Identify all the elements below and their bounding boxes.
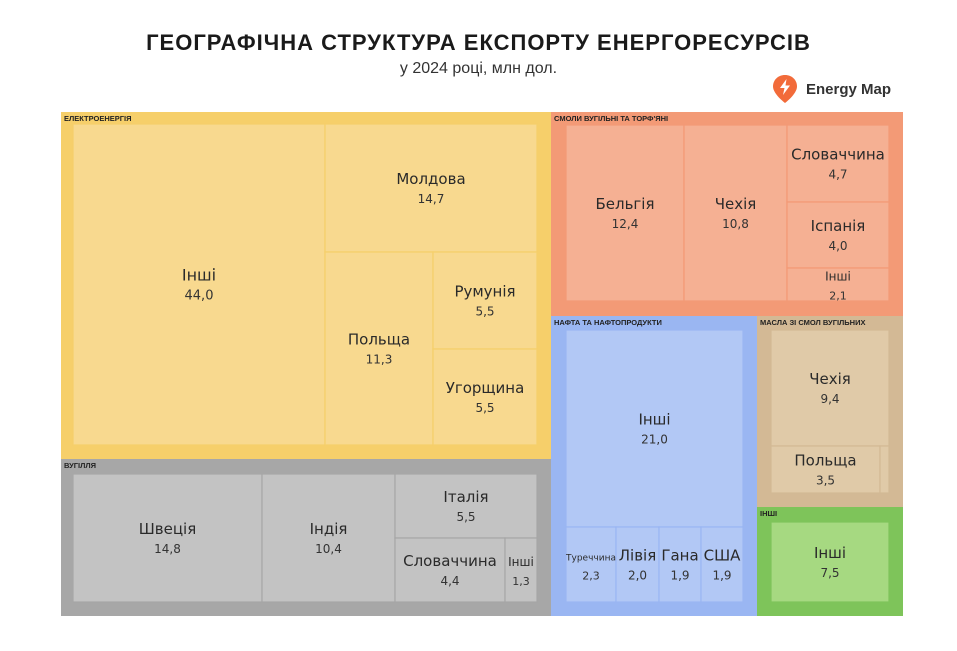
tile-label: Чехія (715, 195, 757, 213)
tile-value: 2,0 (628, 569, 647, 583)
tile-label: Польща (794, 452, 856, 470)
tile-label: Румунія (454, 283, 515, 301)
tile-value: 9,4 (820, 392, 839, 406)
treemap-tile (394, 537, 506, 603)
brand-logo: Energy Map (772, 74, 891, 104)
chart-subtitle: у 2024 році, млн дол. (399, 60, 558, 77)
treemap-tile (432, 348, 538, 446)
treemap-tile (565, 124, 685, 302)
tile-value: 2,3 (582, 570, 600, 583)
treemap-tile (683, 124, 788, 302)
treemap-tile (615, 526, 660, 603)
tile-value: 11,3 (366, 353, 393, 367)
treemap-tile (432, 251, 538, 350)
treemap-tile (394, 473, 538, 539)
tile-label: Інші (638, 411, 670, 429)
tile-value: 4,0 (828, 239, 847, 253)
tile-value: 4,7 (828, 168, 847, 182)
tile-label: Словаччина (403, 552, 497, 570)
tile-value: 14,8 (154, 542, 181, 556)
tile-value: 2,1 (829, 290, 847, 303)
tile-label: Швеція (139, 520, 197, 538)
tile-label: Словаччина (791, 146, 885, 164)
treemap-tile (786, 267, 890, 302)
tile-value: 10,8 (722, 217, 749, 231)
tile-label: Італія (443, 488, 488, 506)
tile-value: 4,4 (440, 574, 459, 588)
treemap-tile (770, 329, 890, 447)
tile-value: 14,7 (418, 192, 445, 206)
treemap-tile (261, 473, 396, 603)
category-label: МАСЛА ЗІ СМОЛ ВУГІЛЬНИХ (760, 318, 866, 327)
treemap-tile (658, 526, 702, 603)
treemap-tile (324, 251, 434, 446)
treemap-tile (504, 537, 538, 603)
treemap-tile (324, 123, 538, 253)
treemap-tile (72, 123, 326, 446)
tile-label: США (704, 547, 742, 565)
tile-label: Інші (508, 555, 534, 569)
treemap-tile (786, 124, 890, 203)
treemap-tile (700, 526, 744, 603)
tile-label: Молдова (396, 170, 465, 188)
treemap-tile (770, 521, 890, 603)
tile-label: Угорщина (446, 379, 525, 397)
tile-label: Інші (182, 266, 216, 285)
treemap-tile (879, 445, 890, 494)
tile-value: 1,3 (512, 575, 530, 588)
tile-label: Польща (348, 331, 410, 349)
tile-label: Лівія (619, 547, 656, 565)
tile-value: 10,4 (315, 542, 342, 556)
treemap-tile (565, 526, 617, 603)
tile-value: 5,5 (456, 510, 475, 524)
lightning-pin-icon (773, 75, 797, 103)
brand-name: Energy Map (806, 80, 892, 98)
tile-value: 21,0 (641, 433, 668, 447)
treemap-tile (786, 201, 890, 269)
tile-label: Інші (814, 544, 846, 562)
tile-label: Туреччина (565, 554, 616, 564)
category-label: ВУГІЛЛЯ (64, 461, 96, 470)
category-label: НАФТА ТА НАФТОПРОДУКТИ (554, 318, 662, 327)
tile-value: 7,5 (820, 566, 839, 580)
tile-label: Гана (661, 547, 698, 565)
chart-title: ГЕОГРАФІЧНА СТРУКТУРА ЕКСПОРТУ ЕНЕРГОРЕС… (146, 30, 811, 55)
tile-label: Чехія (809, 370, 851, 388)
treemap-tile (770, 445, 881, 494)
category-label: ЕЛЕКТРОЕНЕРГІЯ (64, 114, 132, 123)
tile-label: Бельгія (595, 195, 654, 213)
category-label: ІНШІ (760, 509, 777, 518)
tile-value: 12,4 (612, 217, 639, 231)
treemap-tile (565, 329, 744, 528)
tile-value: 1,9 (670, 569, 689, 583)
tile-value: 44,0 (185, 289, 214, 304)
treemap-tile (72, 473, 263, 603)
tile-label: Іспанія (811, 217, 866, 235)
tile-value: 3,5 (816, 474, 835, 488)
tile-value: 5,5 (475, 401, 494, 415)
category-label: СМОЛИ ВУГІЛЬНІ ТА ТОРФ'ЯНІ (554, 114, 668, 123)
tile-value: 1,9 (712, 569, 731, 583)
tile-label: Індія (310, 520, 348, 538)
tile-value: 5,5 (475, 305, 494, 319)
tile-label: Інші (825, 270, 851, 284)
